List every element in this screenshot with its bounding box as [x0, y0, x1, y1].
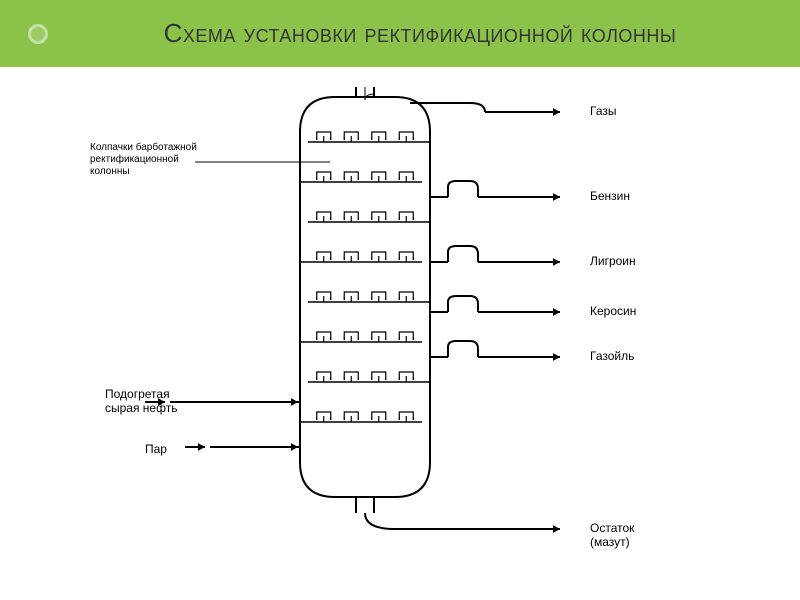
output-label-kerosene: Керосин — [590, 304, 636, 318]
input-label-caps_label: Колпачки барботажной ректификационной ко… — [90, 142, 197, 178]
output-label-residue: Остаток (мазут) — [590, 521, 634, 550]
input-label-crude: Подогретая сырая нефть — [105, 387, 177, 416]
output-label-gases: Газы — [590, 104, 617, 118]
diagram-svg — [0, 67, 800, 547]
slide-title: Схема установки ректификационной колонны — [60, 18, 780, 49]
output-label-ligroin: Лигроин — [590, 254, 636, 268]
title-bar: Схема установки ректификационной колонны — [0, 0, 800, 67]
output-label-gasoline: Бензин — [590, 189, 630, 203]
bullet-icon — [28, 24, 48, 44]
output-label-gasoil: Газойль — [590, 349, 634, 363]
diagram: Газы Бензин Лигроин Керосин Газойль Остаток (… — [0, 67, 800, 547]
input-label-steam: Пар — [145, 442, 167, 456]
